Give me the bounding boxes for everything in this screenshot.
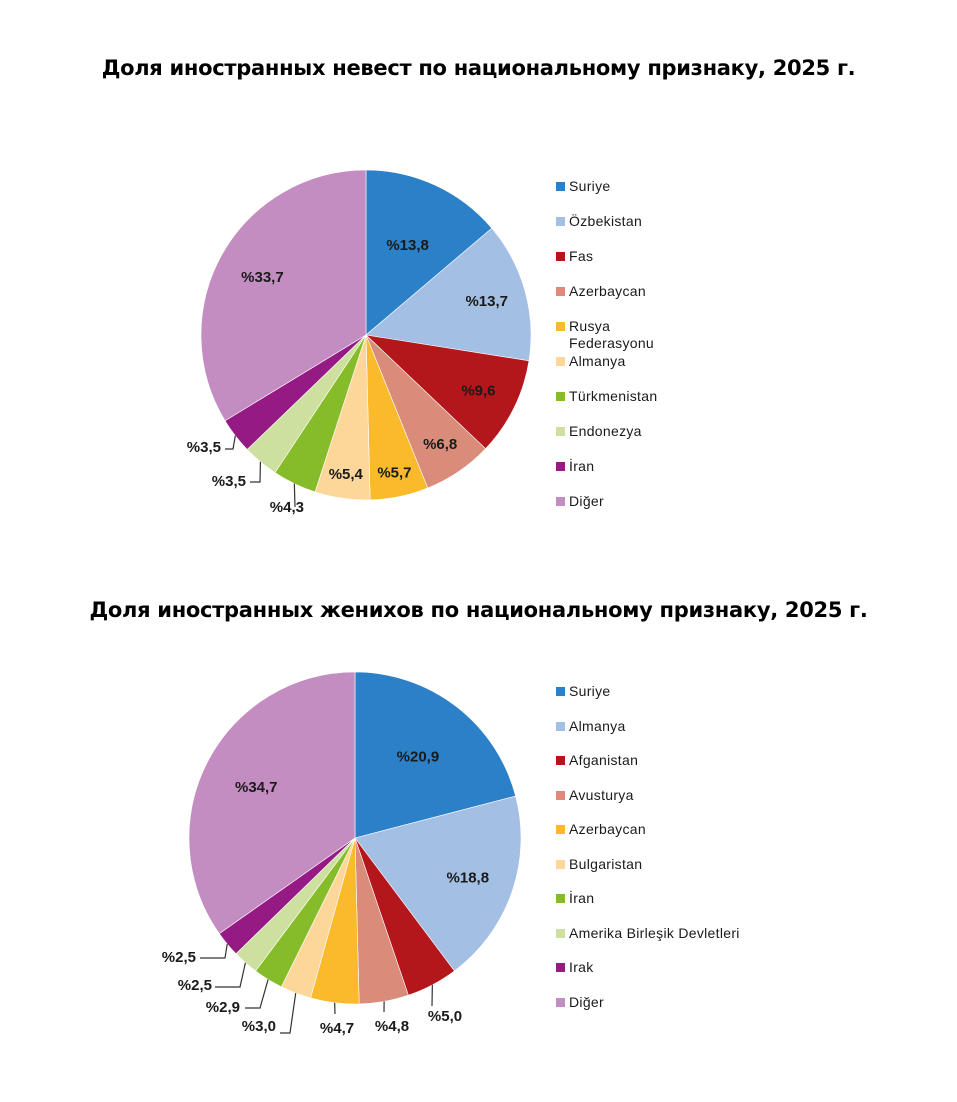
legend-swatch xyxy=(556,462,565,471)
legend-swatch xyxy=(556,928,565,938)
legend-item-i-ran: İran xyxy=(556,890,594,907)
legend-label: Diğer xyxy=(569,993,604,1010)
slice-label: %33,7 xyxy=(241,269,284,286)
legend-swatch xyxy=(556,322,565,331)
legend-swatch xyxy=(556,859,565,869)
leader-line xyxy=(250,461,262,483)
legend-swatch xyxy=(556,182,565,191)
legend-item-afganistan: Afganistan xyxy=(556,752,638,769)
slice-label: %20,9 xyxy=(397,749,440,766)
slice-label: %3,5 xyxy=(187,439,221,456)
legend-item-t-rkmenistan: Türkmenistan xyxy=(556,388,657,405)
slice-label: %6,8 xyxy=(423,436,457,453)
brides-chart-title: Доля иностранных невест по национальному… xyxy=(101,56,856,80)
legend-swatch xyxy=(556,790,565,800)
legend-swatch xyxy=(556,392,565,401)
legend-label: Azerbaycan xyxy=(569,283,646,299)
legend-label: Afganistan xyxy=(569,752,639,768)
slice-label: %5,4 xyxy=(329,466,364,483)
legend-label: Fas xyxy=(569,248,594,264)
slice-label: %5,0 xyxy=(428,1008,462,1025)
legend-label: Suriye xyxy=(569,683,611,699)
legend-swatch xyxy=(556,287,565,296)
legend-label: Diğer xyxy=(569,493,604,509)
legend-item-suriye: Suriye xyxy=(556,683,610,700)
legend-label: Suriye xyxy=(569,178,611,194)
legend-item--zbekistan: Özbekistan xyxy=(556,213,642,230)
leader-line xyxy=(215,962,247,988)
legend-item-almanya: Almanya xyxy=(556,718,626,735)
slice-label: %18,8 xyxy=(447,870,490,887)
legend-item-almanya: Almanya xyxy=(556,353,626,370)
legend-swatch xyxy=(556,427,565,436)
legend-swatch xyxy=(556,756,565,765)
legend-label: Amerika Birleşik Devletleri xyxy=(569,924,740,941)
pie-slice--zbekistan xyxy=(365,227,532,362)
leader-line xyxy=(280,992,297,1034)
grooms-chart-title: Доля иностранных женихов по национальном… xyxy=(89,598,868,622)
legend-label: Rusya Federasyonu xyxy=(569,318,655,351)
legend-item-bulgaristan: Bulgaristan xyxy=(556,856,642,873)
legend-swatch xyxy=(556,252,565,261)
pie-slice-almanya xyxy=(354,795,522,972)
legend-swatch xyxy=(556,963,565,972)
slice-label: %3,0 xyxy=(242,1018,276,1035)
legend-item-amerika-birle-ik-devletleri: Amerika Birleşik Devletleri xyxy=(556,925,740,942)
slice-label: %34,7 xyxy=(235,779,278,796)
legend-label: Türkmenistan xyxy=(569,388,658,404)
leader-line xyxy=(200,943,228,959)
slice-label: %5,7 xyxy=(377,464,411,481)
slice-label: %3,5 xyxy=(212,473,246,490)
legend-item-di-er: Diğer xyxy=(556,994,604,1011)
legend-swatch xyxy=(556,687,565,696)
legend-item-azerbaycan: Azerbaycan xyxy=(556,821,646,838)
slice-label: %2,5 xyxy=(178,977,212,994)
legend-label: Endonezya xyxy=(569,423,642,439)
pie-slice-suriye xyxy=(365,169,493,336)
legend-swatch xyxy=(556,894,565,903)
legend-label: İran xyxy=(569,890,595,906)
slice-label: %9,6 xyxy=(461,383,495,400)
leader-line xyxy=(225,435,236,450)
legend-swatch xyxy=(556,217,565,226)
pie-slice-di-er xyxy=(200,169,367,422)
legend-item-i-ran: İran xyxy=(556,458,594,475)
legend-label: Bulgaristan xyxy=(569,855,643,872)
leader-line xyxy=(293,483,296,508)
legend-swatch xyxy=(556,997,565,1007)
slice-label: %4,3 xyxy=(270,499,304,516)
legend-item-rusya-federasyonu: Rusya Federasyonu xyxy=(556,318,669,352)
legend-label: Avusturya xyxy=(569,786,634,803)
leader-line xyxy=(245,979,269,1009)
legend-item-irak: Irak xyxy=(556,959,594,976)
legend-label: Irak xyxy=(569,959,594,975)
legend-swatch xyxy=(556,825,565,834)
legend-label: Özbekistan xyxy=(569,213,643,229)
legend-label: Almanya xyxy=(569,717,626,734)
slice-label: %2,9 xyxy=(206,999,240,1016)
legend-item-azerbaycan: Azerbaycan xyxy=(556,283,646,300)
brides-pie-chart: %13,8 %13,7 %9,6 %6,8 %5,7 %5,4 %4,3 %3,5 %3,5 %3… xyxy=(187,169,532,516)
legend-swatch xyxy=(556,497,565,506)
legend-item-fas: Fas xyxy=(556,248,593,265)
legend-swatch xyxy=(556,357,565,366)
slice-label: %13,8 xyxy=(386,237,429,254)
legend-item-avusturya: Avusturya xyxy=(556,787,634,804)
slice-label: %4,7 xyxy=(320,1020,354,1037)
pie-slice-fas xyxy=(365,334,530,450)
slice-label: %13,7 xyxy=(465,293,508,310)
pie-slice-di-er xyxy=(188,671,356,935)
legend-label: İran xyxy=(569,458,595,474)
legend-item-endonezya: Endonezya xyxy=(556,423,642,440)
slice-label: %4,8 xyxy=(375,1018,409,1035)
legend-swatch xyxy=(556,721,565,731)
pie-slice-suriye xyxy=(354,671,516,839)
slice-label: %2,5 xyxy=(162,949,196,966)
legend-label: Azerbaycan xyxy=(569,821,646,837)
legend-item-di-er: Diğer xyxy=(556,493,604,510)
legend-item-suriye: Suriye xyxy=(556,178,610,195)
legend-label: Almanya xyxy=(569,353,626,369)
